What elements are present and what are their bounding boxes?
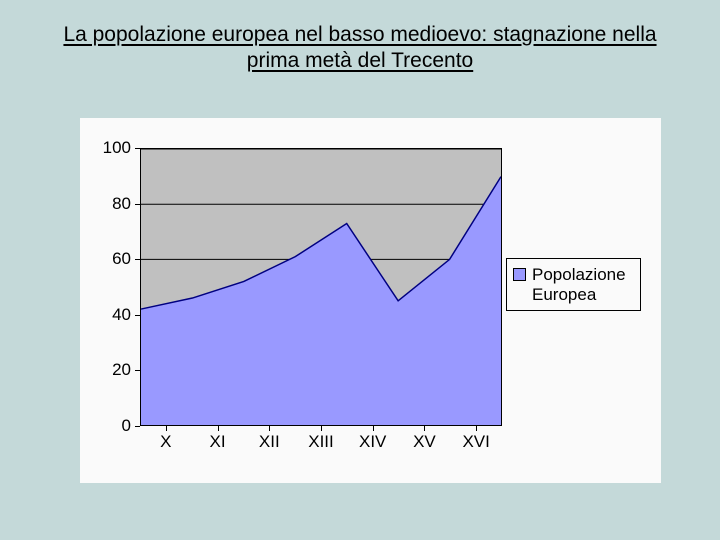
x-tick-mark xyxy=(218,426,219,431)
chart-title: La popolazione europea nel basso medioev… xyxy=(63,23,656,72)
y-tick-label: 60 xyxy=(81,249,131,269)
x-tick-mark xyxy=(269,426,270,431)
y-tick-label: 20 xyxy=(81,360,131,380)
x-tick-mark xyxy=(424,426,425,431)
y-tick-label: 40 xyxy=(81,305,131,325)
y-tick-mark xyxy=(135,426,140,427)
legend-label: Popolazione Europea xyxy=(532,265,632,304)
y-tick-label: 100 xyxy=(81,138,131,158)
x-tick-mark xyxy=(166,426,167,431)
x-tick-label: XII xyxy=(259,432,280,452)
x-tick-label: XVI xyxy=(462,432,489,452)
x-tick-label: XIV xyxy=(359,432,386,452)
legend: Popolazione Europea xyxy=(506,258,641,311)
x-tick-label: XI xyxy=(210,432,226,452)
x-tick-label: XIII xyxy=(308,432,334,452)
x-tick-mark xyxy=(476,426,477,431)
y-tick-label: 0 xyxy=(81,416,131,436)
area-series xyxy=(141,149,501,425)
x-tick-mark xyxy=(373,426,374,431)
x-tick-label: X xyxy=(160,432,171,452)
legend-swatch xyxy=(513,268,526,281)
plot-area xyxy=(140,148,502,426)
x-tick-mark xyxy=(321,426,322,431)
y-tick-label: 80 xyxy=(81,194,131,214)
chart-panel: 0 20 40 60 80 100 X XI XII XIII XIV XV XVI Popolazi… xyxy=(80,118,661,483)
x-tick-label: XV xyxy=(413,432,436,452)
